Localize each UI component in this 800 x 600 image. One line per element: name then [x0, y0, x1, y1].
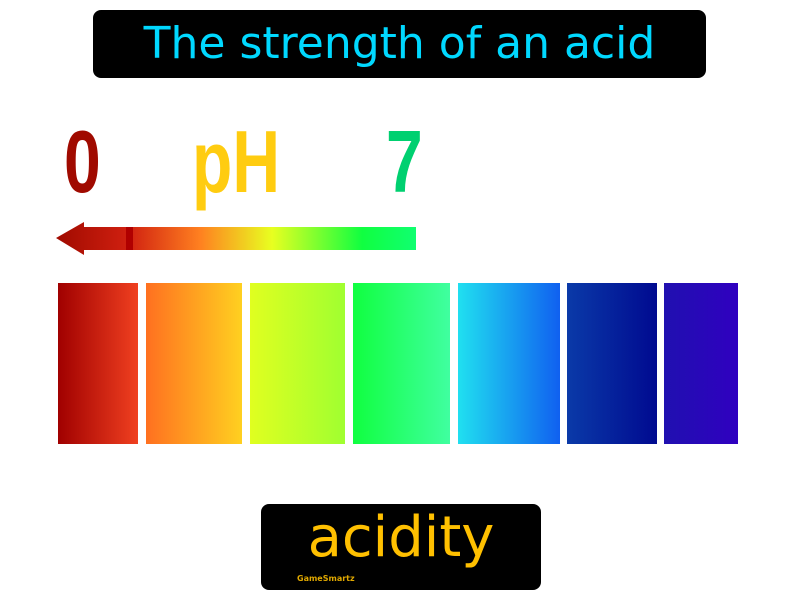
ph-label: pH: [192, 112, 280, 211]
ph-color-bar: [664, 283, 738, 444]
ph-low-label: 0: [64, 112, 101, 211]
ph-color-bar: [353, 283, 450, 444]
title-text: The strength of an acid: [143, 18, 656, 69]
term-text: acidity: [307, 505, 495, 570]
ph-color-bar: [567, 283, 657, 444]
ph-high-label: 7: [386, 112, 423, 211]
ph-color-bar: [250, 283, 345, 444]
ph-color-bar: [58, 283, 138, 444]
left-arrow-icon: [56, 222, 416, 255]
ph-color-bar: [458, 283, 560, 444]
ph-color-bar: [146, 283, 242, 444]
brand-logo: GameSmartz: [297, 574, 355, 583]
term-banner: acidity GameSmartz: [261, 504, 541, 590]
title-banner: The strength of an acid: [93, 10, 706, 78]
